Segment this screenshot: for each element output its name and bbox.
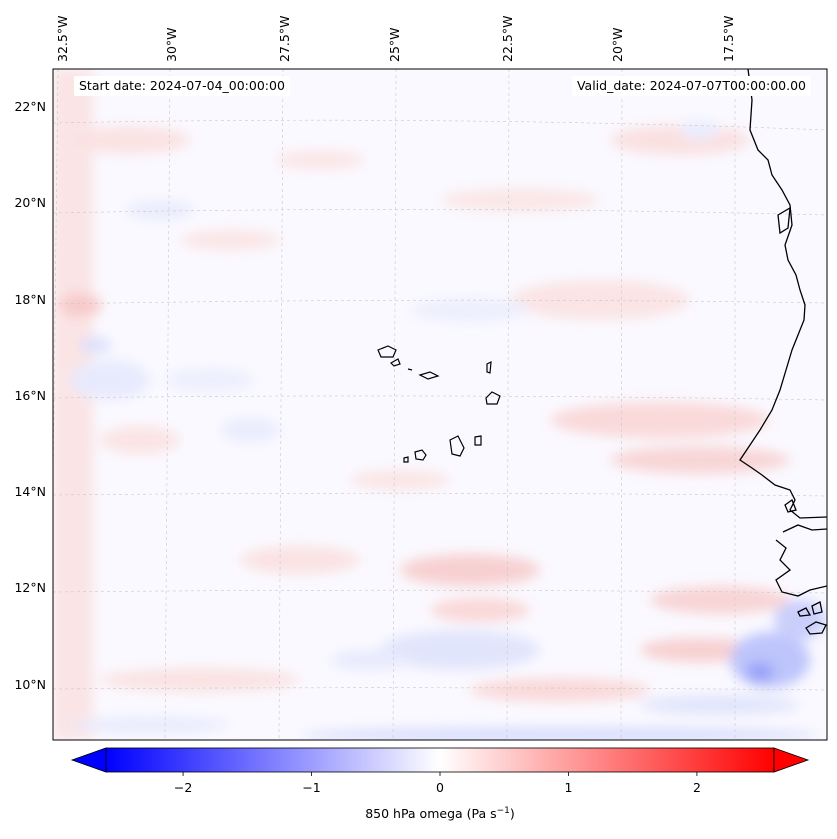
- lon-label: 25°W: [387, 27, 402, 62]
- coastline-cape-verde: [377, 345, 501, 463]
- valid-date-annotation: Valid_date: 2024-07-07T00:00:00.00: [571, 76, 811, 96]
- colorbar-tick-label: 0: [436, 780, 444, 795]
- colorbar-tick-label: −1: [302, 780, 320, 795]
- colorbar-min-extension: [70, 747, 107, 773]
- colorbar-ticks: −2 −1 0 1 2: [174, 772, 701, 795]
- colorbar-tick-label: 1: [564, 780, 572, 795]
- colorbar-gradient: [105, 747, 775, 773]
- start-date-annotation: Start date: 2024-07-04_00:00:00: [74, 76, 290, 96]
- lon-label: 32.5°W: [55, 16, 70, 62]
- colorbar-label-exponent: −1: [496, 806, 510, 816]
- colorbar: −2 −1 0 1 2: [70, 747, 810, 795]
- longitude-labels: 32.5°W 30°W 27.5°W 25°W 22.5°W 20°W 17.5…: [55, 16, 736, 62]
- lat-label: 22°N: [14, 99, 46, 114]
- lat-label: 12°N: [14, 580, 46, 595]
- colorbar-tick-label: −2: [174, 780, 192, 795]
- graticule: [53, 69, 827, 740]
- lat-label: 20°N: [14, 195, 46, 210]
- colorbar-label-close: ): [509, 806, 515, 822]
- lat-label: 14°N: [14, 484, 46, 499]
- lat-label: 10°N: [14, 677, 46, 692]
- latitude-labels: 22°N 20°N 18°N 16°N 14°N 12°N 10°N: [14, 99, 46, 692]
- colorbar-label: 850 hPa omega (Pa s−1): [0, 806, 837, 821]
- coastline-africa: [739, 69, 827, 635]
- lat-label: 16°N: [14, 388, 46, 403]
- colorbar-max-extension: [773, 747, 810, 773]
- map-frame: [52, 68, 828, 741]
- lon-label: 22.5°W: [500, 16, 515, 62]
- lon-label: 30°W: [164, 27, 179, 62]
- colorbar-label-text: 850 hPa omega (Pa s: [365, 806, 497, 822]
- lon-label: 27.5°W: [277, 16, 292, 62]
- lon-label: 17.5°W: [721, 16, 736, 62]
- lon-label: 20°W: [610, 27, 625, 62]
- lat-label: 18°N: [14, 292, 46, 307]
- omega-field: [53, 69, 827, 740]
- colorbar-tick-label: 2: [693, 780, 701, 795]
